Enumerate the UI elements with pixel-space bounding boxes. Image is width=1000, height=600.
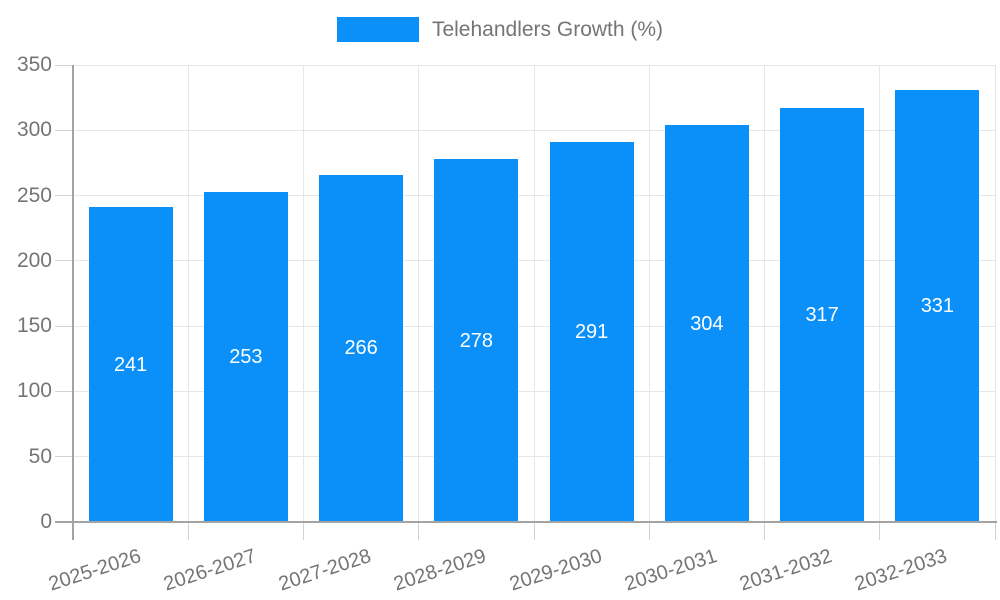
y-axis-tick <box>55 260 73 262</box>
y-axis-tick <box>55 390 73 392</box>
x-axis-line <box>55 521 997 523</box>
bar-2025-2026[interactable] <box>88 207 173 522</box>
y-axis-line <box>72 65 74 540</box>
gridline-vertical <box>418 65 420 522</box>
gridline-vertical <box>764 65 765 522</box>
x-axis-tick <box>533 522 535 540</box>
x-axis-tick <box>303 522 304 540</box>
x-axis-tick <box>187 522 189 540</box>
y-axis-tick <box>55 195 73 197</box>
y-axis-tick-label: 0 <box>40 510 52 533</box>
gridline-vertical <box>187 65 189 522</box>
y-axis-tick <box>55 129 73 131</box>
y-axis-tick-label: 150 <box>16 314 52 338</box>
y-axis-tick <box>55 456 73 458</box>
x-axis-tick <box>994 522 996 540</box>
y-axis-tick-label: 200 <box>16 248 52 272</box>
bar-value-label: 266 <box>344 337 378 360</box>
gridline-vertical <box>648 65 650 522</box>
gridline-vertical <box>879 65 881 522</box>
bar-2029-2030[interactable] <box>549 142 634 522</box>
legend-item-telehandlers-growth[interactable]: Telehandlers Growth (%) <box>336 17 664 42</box>
gridline-vertical <box>994 65 996 522</box>
y-axis-tick-label: 300 <box>16 118 52 142</box>
bar-value-label: 331 <box>920 294 955 317</box>
bar-2028-2029[interactable] <box>434 159 519 522</box>
bar-value-label: 304 <box>690 312 724 335</box>
bar-2030-2031[interactable] <box>664 125 749 522</box>
bar-value-label: 241 <box>113 353 148 376</box>
y-axis-tick <box>55 64 73 66</box>
bar-2027-2028[interactable] <box>319 174 404 522</box>
x-axis-tick <box>879 522 881 540</box>
y-axis-tick <box>55 325 73 327</box>
bar-2032-2033[interactable] <box>895 89 980 522</box>
bar-2026-2027[interactable] <box>203 191 288 522</box>
x-axis-tick <box>418 522 420 540</box>
x-axis-tick <box>764 522 765 540</box>
x-axis-tick <box>648 522 650 540</box>
y-axis-tick-label: 100 <box>16 379 52 403</box>
chart-legend: Telehandlers Growth (%) <box>0 17 1000 42</box>
gridline-vertical <box>533 65 535 522</box>
y-axis-tick-label: 250 <box>16 183 52 207</box>
bar-value-label: 253 <box>229 345 263 368</box>
legend-swatch <box>336 17 419 42</box>
bar-value-label: 317 <box>805 304 839 327</box>
gridline-vertical <box>303 65 304 522</box>
bar-value-label: 291 <box>574 321 609 344</box>
y-axis-tick-label: 50 <box>28 444 52 468</box>
bar-value-label: 278 <box>459 329 494 352</box>
bar-2031-2032[interactable] <box>780 108 865 522</box>
y-axis-tick-label: 350 <box>16 53 52 76</box>
legend-label: Telehandlers Growth (%) <box>431 17 664 41</box>
